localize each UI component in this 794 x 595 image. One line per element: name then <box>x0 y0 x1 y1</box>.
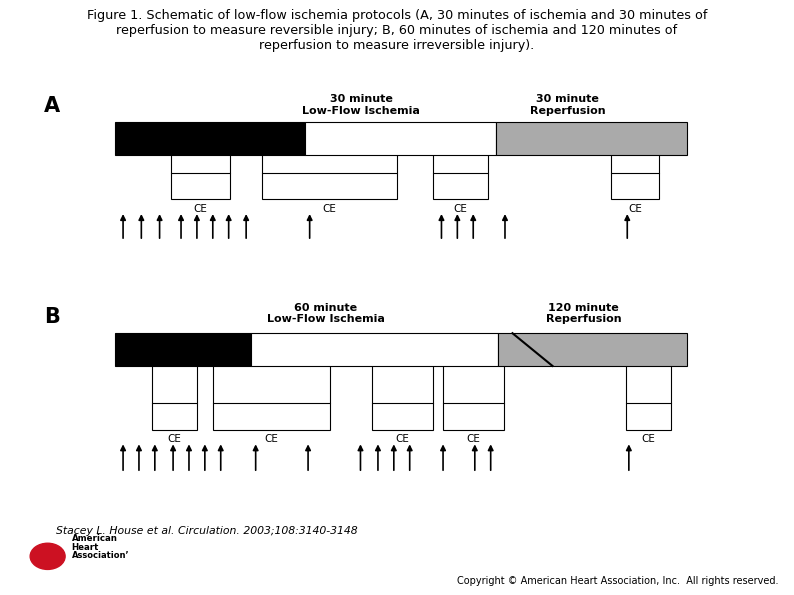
Bar <box>115 122 306 155</box>
Text: CE: CE <box>467 434 480 444</box>
Bar <box>433 173 488 199</box>
Text: A: A <box>44 96 60 116</box>
Text: American: American <box>71 534 118 543</box>
Bar <box>443 403 504 430</box>
Bar <box>251 333 498 366</box>
Bar <box>152 403 197 430</box>
Bar <box>262 173 397 199</box>
Text: Association’: Association’ <box>71 551 129 560</box>
Text: Stacey L. House et al. Circulation. 2003;108:3140-3148: Stacey L. House et al. Circulation. 2003… <box>56 525 357 536</box>
Bar <box>115 333 251 366</box>
Bar <box>306 122 496 155</box>
Bar <box>496 122 687 155</box>
Bar <box>626 403 671 430</box>
Bar <box>372 403 433 430</box>
Bar <box>611 173 659 199</box>
Circle shape <box>30 543 65 569</box>
Text: 30 minute
Reperfusion: 30 minute Reperfusion <box>530 95 606 116</box>
Text: CE: CE <box>628 204 642 214</box>
Bar <box>213 403 330 430</box>
Text: CE: CE <box>642 434 655 444</box>
Text: 30 minute
Low-Flow Ischemia: 30 minute Low-Flow Ischemia <box>303 95 420 116</box>
Bar <box>171 173 230 199</box>
Text: 120 minute
Reperfusion: 120 minute Reperfusion <box>545 303 622 324</box>
Text: CE: CE <box>395 434 409 444</box>
Bar <box>498 333 687 366</box>
Text: CE: CE <box>322 204 337 214</box>
Text: 60 minute
Low-Flow Ischemia: 60 minute Low-Flow Ischemia <box>267 303 384 324</box>
Text: CE: CE <box>264 434 278 444</box>
Text: CE: CE <box>453 204 468 214</box>
Text: Figure 1. Schematic of low-flow ischemia protocols (A, 30 minutes of ischemia an: Figure 1. Schematic of low-flow ischemia… <box>87 9 707 52</box>
Text: Copyright © American Heart Association, Inc.  All rights reserved.: Copyright © American Heart Association, … <box>457 576 778 586</box>
Text: CE: CE <box>194 204 207 214</box>
Text: CE: CE <box>168 434 182 444</box>
Text: B: B <box>44 307 60 327</box>
Text: Heart: Heart <box>71 543 98 552</box>
